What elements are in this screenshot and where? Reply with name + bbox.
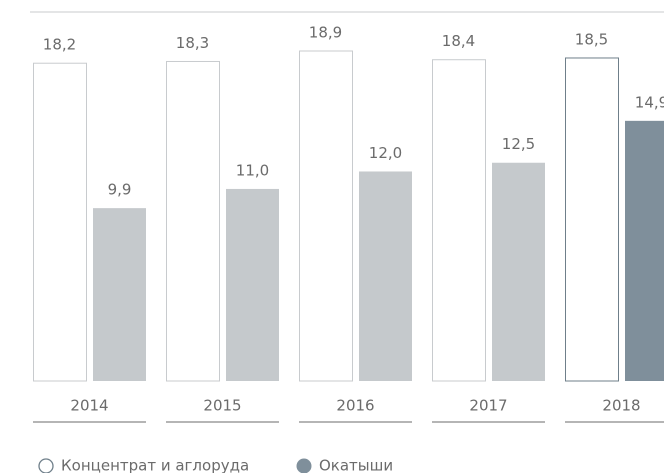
x-tick-label: 2017 xyxy=(469,397,507,415)
value-label: 12,0 xyxy=(369,144,402,162)
x-tick-label: 2015 xyxy=(203,397,241,415)
bar xyxy=(359,171,412,381)
value-label: 18,4 xyxy=(442,32,475,50)
legend-marker xyxy=(296,458,312,473)
x-tick-label: 2018 xyxy=(602,397,640,415)
bar xyxy=(565,57,619,382)
legend-label: Окатыши xyxy=(319,457,393,473)
bar xyxy=(93,208,146,381)
value-label: 18,5 xyxy=(575,30,608,48)
value-label: 14,9 xyxy=(635,93,664,111)
x-tick-label: 2014 xyxy=(70,397,108,415)
value-label: 18,9 xyxy=(309,24,342,42)
bar xyxy=(625,120,664,381)
legend-label: Концентрат и аглоруда xyxy=(61,457,249,473)
bar xyxy=(299,50,353,382)
bar xyxy=(226,188,279,381)
bar xyxy=(432,59,486,382)
bar xyxy=(492,162,545,381)
value-label: 11,0 xyxy=(236,161,269,179)
x-tick-label: 2016 xyxy=(336,397,374,415)
bar xyxy=(33,62,87,382)
legend-marker xyxy=(38,458,54,473)
value-label: 18,2 xyxy=(43,36,76,54)
value-label: 12,5 xyxy=(502,135,535,153)
value-label: 9,9 xyxy=(108,181,132,199)
value-label: 18,3 xyxy=(176,34,209,52)
bar xyxy=(166,60,220,382)
